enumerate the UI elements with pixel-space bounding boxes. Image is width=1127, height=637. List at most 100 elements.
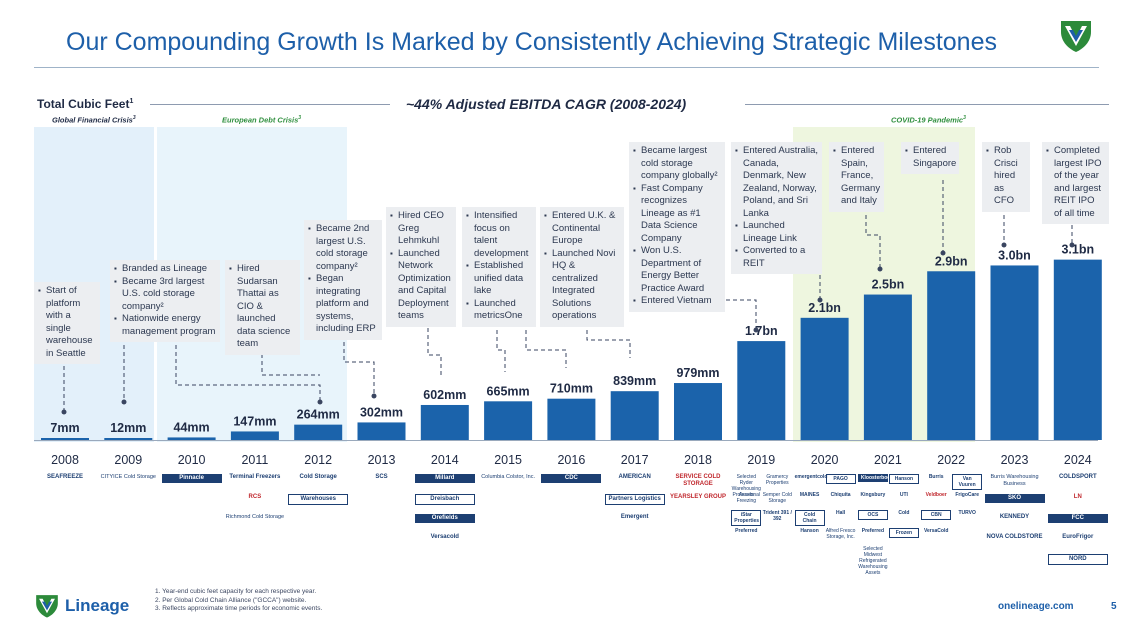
bar-value-label-2022: 2.9bn bbox=[935, 254, 968, 268]
milestone-item: Completed largest IPO of the year and la… bbox=[1046, 145, 1105, 220]
bar-2011 bbox=[230, 431, 279, 440]
milestone-item: Hired CEO Greg Lehmkuhl bbox=[390, 210, 452, 248]
bar-value-label-2015: 665mm bbox=[487, 384, 530, 398]
acquisition-logo-2023: Burris Warehousing Business bbox=[990, 474, 1039, 487]
bar-2012 bbox=[294, 424, 343, 440]
axis-label: Total Cubic Feet1 bbox=[37, 97, 134, 111]
milestone-note-2024: Completed largest IPO of the year and la… bbox=[1042, 142, 1109, 224]
acquisition-logo-2017: Partners Logistics bbox=[604, 494, 665, 505]
acquisition-logo-2023: NOVA COLDSTORE bbox=[986, 534, 1043, 540]
lineage-shield-icon bbox=[1061, 21, 1091, 52]
acquisition-logo-2020: Alfred Fresco Storage, Inc. bbox=[825, 528, 856, 540]
bar-2014 bbox=[420, 404, 469, 440]
acquisition-logo-2018: SERVICE COLD STORAGE bbox=[675, 474, 721, 487]
year-tick-2015: 2015 bbox=[494, 453, 522, 467]
milestone-item: Nationwide energy management program bbox=[114, 313, 216, 338]
milestone-item: Entered Australia, Canada, Denmark, New … bbox=[735, 145, 818, 220]
connector-dot-3 bbox=[317, 399, 323, 405]
milestone-note-2022: Entered Singapore bbox=[901, 142, 959, 174]
connector-dot-7 bbox=[877, 266, 883, 272]
crisis-label-european: European Debt Crisis3 bbox=[222, 115, 302, 125]
bar-value-label-2024: 3.1bn bbox=[1061, 243, 1094, 257]
acquisition-logo-2021: Preferred bbox=[861, 528, 884, 534]
acquisition-logo-2021: OCS bbox=[857, 510, 888, 520]
connector-dot-10 bbox=[1069, 242, 1075, 248]
bar-2019 bbox=[737, 341, 786, 440]
milestone-connector-8 bbox=[525, 330, 567, 368]
bar-value-label-2019: 1.7bn bbox=[745, 324, 778, 338]
acquisition-logo-2024: COLDSPORT bbox=[1058, 474, 1097, 480]
bar-2024 bbox=[1053, 259, 1102, 440]
year-tick-2011: 2011 bbox=[241, 453, 268, 467]
milestone-item: Launched metricsOne bbox=[466, 298, 532, 323]
acquisition-logo-2021: Selected Midwest Refrigerated Warehousin… bbox=[858, 546, 888, 576]
acquisition-logo-2019: Semper Cold Storage bbox=[762, 492, 792, 504]
acquisition-logo-2009: CITYICE Cold Storage bbox=[100, 474, 156, 480]
bar-value-label-2016: 710mm bbox=[550, 382, 593, 396]
acquisition-logo-2020: Cold Chain bbox=[794, 510, 825, 526]
milestone-note-2008: Start of platform with a single warehous… bbox=[34, 282, 100, 364]
year-tick-2010: 2010 bbox=[178, 453, 206, 467]
acquisition-logo-2008: SEAFREEZE bbox=[46, 474, 83, 480]
acquisition-logo-2020: PAGO bbox=[825, 474, 856, 484]
acquisition-logo-2022: CBN bbox=[921, 510, 952, 520]
bar-value-label-2020: 2.1bn bbox=[808, 301, 841, 315]
brand-name: Lineage bbox=[65, 596, 130, 615]
bar-value-label-2021: 2.5bn bbox=[872, 278, 905, 292]
website-link[interactable]: onelineage.com bbox=[998, 601, 1074, 612]
milestone-item: Hired Sudarsan Thattai as CIO & launched… bbox=[229, 263, 296, 351]
page-title: Our Compounding Growth Is Marked by Cons… bbox=[66, 28, 997, 56]
acquisition-logo-2024: NORD bbox=[1047, 554, 1108, 565]
acquisition-logo-2021: UTI bbox=[899, 492, 908, 498]
acquisition-logo-2021: Kingsbury bbox=[860, 492, 886, 498]
acquisition-logo-2019: Professional Freezing bbox=[732, 492, 761, 504]
connector-dot-8 bbox=[940, 250, 946, 256]
acquisition-logo-2021: Hanson bbox=[888, 474, 919, 484]
lineage-logo: Lineage bbox=[34, 593, 134, 619]
milestone-note-2014: Hired CEO Greg LehmkuhlLaunched Network … bbox=[386, 207, 456, 327]
milestone-item: Launched Network Optimization and Capita… bbox=[390, 248, 452, 323]
bar-2016 bbox=[547, 398, 596, 440]
crisis-label-gfc: Global Financial Crisis3 bbox=[52, 115, 136, 125]
acquisition-logo-2019: Trident 391 / 392 bbox=[762, 510, 792, 522]
milestone-item: Established unified data lake bbox=[466, 260, 532, 298]
page-number: 5 bbox=[1111, 601, 1117, 612]
bar-2008 bbox=[41, 438, 89, 440]
bar-value-label-2012: 264mm bbox=[297, 408, 340, 422]
acquisition-logo-2019: Selected Ryder Warehousing Assets bbox=[731, 474, 761, 498]
year-tick-2019: 2019 bbox=[747, 453, 775, 467]
year-tick-2014: 2014 bbox=[431, 453, 459, 467]
year-tick-2021: 2021 bbox=[874, 453, 902, 467]
milestone-item: Intensified focus on talent development bbox=[466, 210, 532, 260]
milestone-item: Entered U.K. & Continental Europe bbox=[544, 210, 620, 248]
acquisition-logo-2019: Preferred bbox=[735, 528, 758, 534]
acquisition-logo-2022: Van Vuuren bbox=[952, 474, 983, 490]
acquisition-logo-2019: iStar Properties bbox=[731, 510, 762, 526]
acquisition-logo-2015: Columbia Colstor, Inc. bbox=[481, 474, 535, 480]
bar-2021 bbox=[863, 294, 912, 440]
milestone-connector-4 bbox=[261, 340, 320, 376]
bar-value-label-2014: 602mm bbox=[423, 388, 466, 402]
acquisition-logo-2018: YEARSLEY GROUP bbox=[670, 494, 726, 500]
acquisition-logo-2020: MAINES bbox=[799, 492, 820, 498]
acquisition-logo-2021: Kloosterboer bbox=[857, 474, 892, 482]
bar-value-label-2018: 979mm bbox=[676, 366, 719, 380]
year-tick-2012: 2012 bbox=[304, 453, 332, 467]
acquisition-logo-2014: Dreisbach bbox=[414, 494, 475, 505]
cagr-label: ~44% Adjusted EBITDA CAGR (2008-2024) bbox=[406, 96, 687, 112]
milestone-note-2023: Rob Crisci hired as CFO bbox=[982, 142, 1030, 212]
bar-2020 bbox=[800, 317, 849, 440]
acquisition-logo-2013: SCS bbox=[375, 474, 388, 480]
header-rule-left bbox=[150, 104, 390, 105]
connector-dot-2 bbox=[121, 399, 127, 405]
acquisition-logo-2023: SKO bbox=[984, 494, 1045, 503]
milestone-connector-5 bbox=[343, 342, 375, 395]
lineage-logo-icon bbox=[36, 595, 58, 618]
bar-2015 bbox=[484, 401, 533, 440]
year-tick-2022: 2022 bbox=[937, 453, 965, 467]
year-tick-2024: 2024 bbox=[1064, 453, 1092, 467]
milestone-connector-12 bbox=[865, 215, 881, 268]
year-tick-2020: 2020 bbox=[811, 453, 839, 467]
milestone-connector-3 bbox=[175, 345, 321, 402]
